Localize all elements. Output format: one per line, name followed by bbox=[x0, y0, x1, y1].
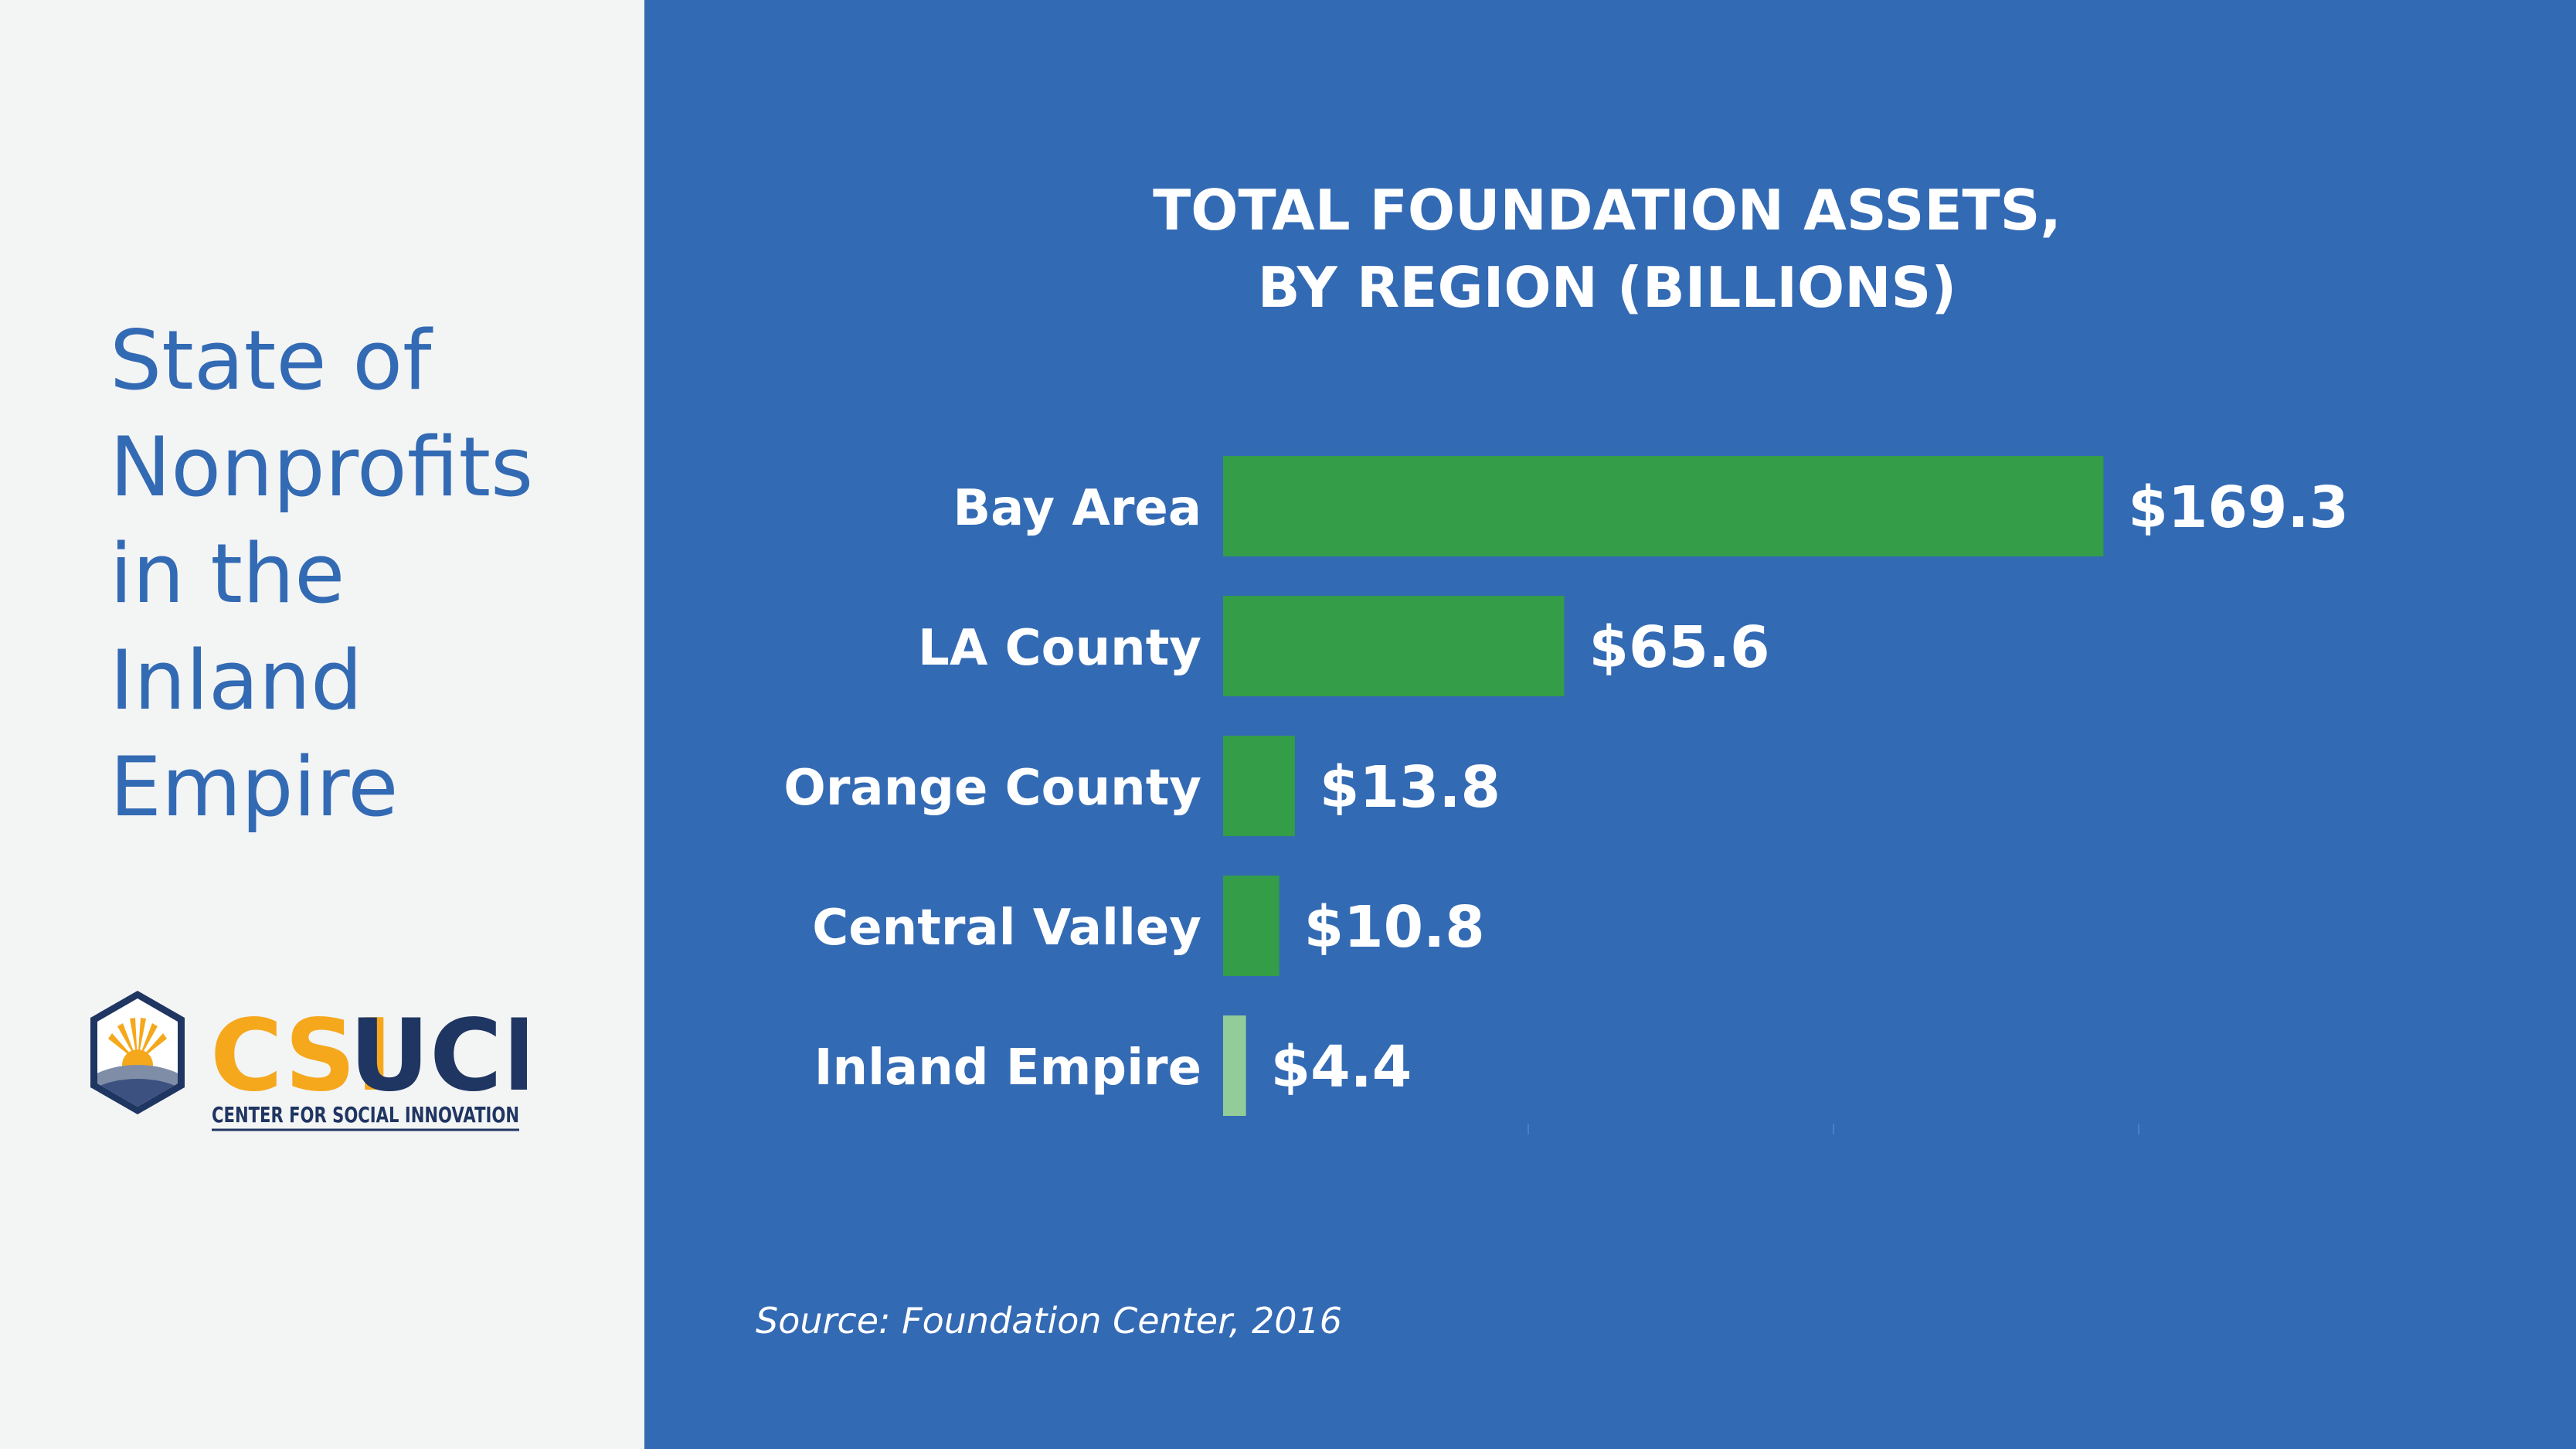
page-title-line: Inland bbox=[110, 633, 363, 728]
category-label-orange-county: Orange County bbox=[783, 760, 1201, 817]
category-label-central-valley: Central Valley bbox=[812, 900, 1201, 957]
logo-csi-text: CSI bbox=[210, 998, 393, 1114]
category-label-la-county: LA County bbox=[918, 620, 1201, 677]
page-title-line: in the bbox=[110, 526, 345, 621]
category-label-inland-empire: Inland Empire bbox=[814, 1039, 1201, 1097]
chart-title: TOTAL FOUNDATION ASSETS, BY REGION (BILL… bbox=[1012, 172, 2202, 326]
page-title-line: Empire bbox=[110, 740, 399, 835]
value-label-orange-county: $13.8 bbox=[1320, 754, 1500, 821]
bar-orange-county bbox=[1223, 736, 1295, 836]
source-note: Source: Foundation Center, 2016 bbox=[756, 1300, 1343, 1342]
chart-title-line: TOTAL FOUNDATION ASSETS, bbox=[1153, 178, 2061, 243]
bar-la-county bbox=[1223, 596, 1565, 696]
bar-bay-area bbox=[1223, 456, 2104, 556]
value-label-bay-area: $169.3 bbox=[2128, 474, 2349, 541]
sidebar-panel: State of Nonprofits in the Inland Empire bbox=[0, 0, 644, 1449]
value-label-la-county: $65.6 bbox=[1589, 614, 1769, 681]
bar-inland-empire bbox=[1223, 1015, 1246, 1116]
logo-ucr-text: UCR bbox=[349, 998, 527, 1114]
value-label-central-valley: $10.8 bbox=[1304, 894, 1485, 961]
category-label-bay-area: Bay Area bbox=[953, 480, 1201, 537]
page-title-line: State of bbox=[110, 313, 432, 408]
value-label-inland-empire: $4.4 bbox=[1271, 1034, 1412, 1100]
page-title-line: Nonprofits bbox=[110, 420, 534, 515]
logo-tagline: CENTER FOR SOCIAL INNOVATION bbox=[212, 1102, 519, 1128]
page-title: State of Nonprofits in the Inland Empire bbox=[110, 308, 620, 841]
bar-central-valley bbox=[1223, 876, 1280, 976]
csiucr-logo: CSI UCR CENTER FOR SOCIAL INNOVATION bbox=[90, 991, 527, 1131]
chart-title-line: BY REGION (BILLIONS) bbox=[1257, 255, 1957, 320]
